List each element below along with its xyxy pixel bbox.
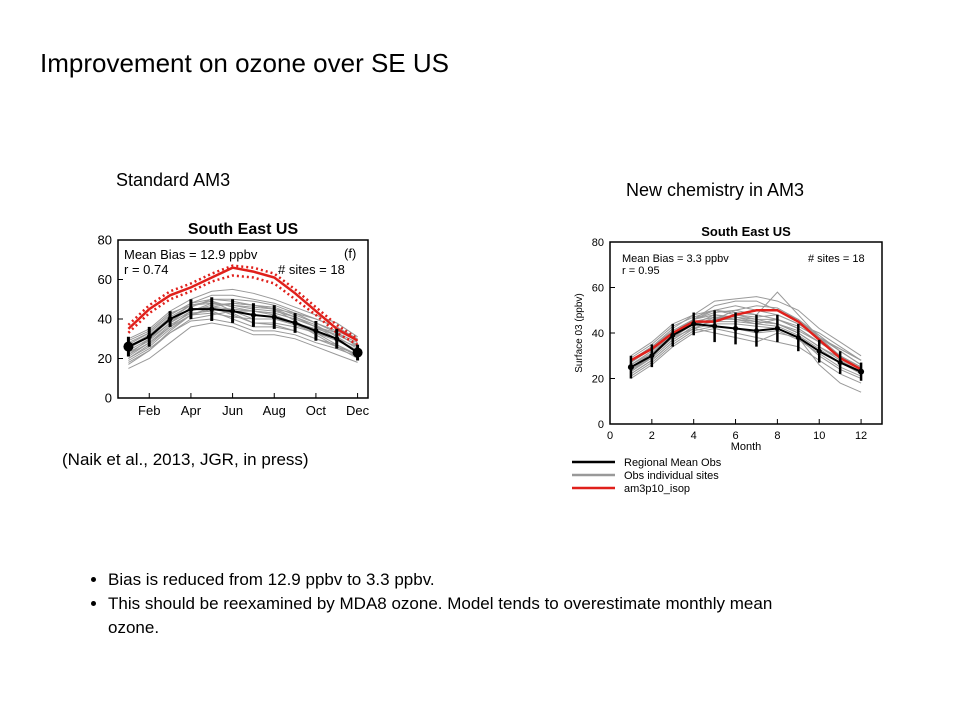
obs-point	[649, 353, 655, 359]
y-tick-label: 20	[592, 373, 604, 385]
y-tick-label: 80	[592, 237, 604, 249]
x-tick-label: 2	[649, 430, 655, 442]
x-tick-label: 6	[732, 430, 738, 442]
obs-point	[352, 347, 363, 358]
model-line	[630, 309, 862, 371]
x-tick-label: 8	[774, 430, 780, 442]
chart-annotation: r = 0.95	[622, 265, 660, 277]
x-tick-label: Apr	[181, 403, 202, 418]
obs-point	[670, 332, 676, 338]
obs-mean-line	[127, 308, 359, 354]
site-line	[128, 298, 358, 346]
site-line	[128, 288, 358, 340]
obs-point	[188, 306, 194, 312]
x-tick-label: Feb	[138, 403, 160, 418]
legend-label: Obs individual sites	[624, 470, 719, 482]
chart-title: South East US	[701, 224, 791, 239]
left-chart-label: Standard AM3	[116, 170, 231, 190]
legend-label: Regional Mean Obs	[624, 457, 722, 469]
chart-annotation: # sites = 18	[278, 262, 345, 277]
legend-label: am3p10_isop	[624, 483, 690, 495]
site-line	[630, 314, 862, 361]
obs-mean-line	[630, 322, 862, 373]
obs-point	[271, 314, 277, 320]
site-line	[128, 302, 358, 363]
site-line	[128, 318, 358, 361]
site-line	[128, 302, 358, 354]
bullet-item: Bias is reduced from 12.9 ppbv to 3.3 pp…	[108, 568, 808, 592]
y-tick-label: 0	[598, 419, 604, 431]
obs-point	[146, 334, 152, 340]
obs-point	[292, 320, 298, 326]
obs-point	[691, 321, 697, 327]
model-dotted-line	[127, 274, 359, 346]
site-line	[630, 321, 862, 375]
site-line	[128, 302, 358, 342]
site-line	[128, 322, 358, 369]
x-tick-label: Aug	[263, 403, 286, 418]
chart-title: South East US	[188, 221, 299, 238]
y-tick-label: 40	[592, 328, 604, 340]
chart-annotation: Mean Bias = 12.9 ppbv	[124, 247, 258, 262]
y-axis-label: Surface 03 (ppbv)	[574, 293, 585, 373]
y-tick-label: 60	[592, 282, 604, 294]
obs-point	[753, 328, 759, 334]
obs-point	[858, 368, 865, 375]
left-chart: South East US 0 20 40 60 80 Feb Apr Jun Aug Oct Dec…	[98, 221, 370, 418]
bullet-item: This should be reexamined by MDA8 ozone.…	[108, 592, 808, 640]
site-line	[128, 300, 358, 348]
chart-annotation: r = 0.74	[124, 262, 168, 277]
obs-point	[774, 325, 780, 331]
x-tick-label: 10	[813, 430, 825, 442]
obs-point	[837, 360, 843, 366]
x-tick-label: Oct	[306, 403, 327, 418]
y-tick-label: 60	[98, 272, 112, 287]
y-tick-label: 80	[98, 233, 112, 248]
obs-point	[209, 306, 215, 312]
site-line	[630, 327, 862, 384]
right-chart: South East US 0 20 40 60 80 0 2 4 6 8 10 12 Mean Bias…	[572, 224, 883, 495]
x-tick-label: 0	[607, 430, 613, 442]
site-line	[630, 323, 862, 393]
site-line	[630, 325, 862, 377]
obs-point	[627, 364, 634, 371]
bullet-list: Bias is reduced from 12.9 ppbv to 3.3 pp…	[84, 568, 808, 640]
obs-point	[712, 323, 718, 329]
page-title: Improvement on ozone over SE US	[40, 48, 449, 78]
obs-point	[816, 348, 822, 354]
site-line	[630, 296, 862, 357]
y-tick-label: 40	[98, 312, 112, 327]
x-axis-label: Month	[731, 441, 762, 453]
model-dotted-line	[127, 264, 359, 340]
y-tick-label: 20	[98, 351, 112, 366]
right-chart-label: New chemistry in AM3	[626, 180, 805, 200]
site-line	[128, 308, 358, 359]
x-tick-label: 12	[855, 430, 867, 442]
model-line	[127, 266, 359, 342]
obs-point	[313, 328, 319, 334]
chart-annotation: Mean Bias = 3.3 ppbv	[622, 253, 729, 265]
reference-citation: (Naik et al., 2013, JGR, in press)	[62, 450, 309, 469]
obs-point	[733, 325, 739, 331]
obs-point	[123, 341, 134, 352]
panel-label: (f)	[344, 246, 356, 261]
obs-point	[334, 336, 340, 342]
y-tick-label: 0	[105, 391, 112, 406]
x-tick-label: 4	[691, 430, 697, 442]
site-line	[630, 318, 862, 373]
obs-point	[795, 335, 801, 341]
x-tick-label: Jun	[222, 403, 243, 418]
obs-point	[167, 316, 173, 322]
obs-point	[250, 312, 256, 318]
obs-point	[230, 308, 236, 314]
x-tick-label: Dec	[346, 403, 370, 418]
chart-annotation: # sites = 18	[808, 253, 865, 265]
